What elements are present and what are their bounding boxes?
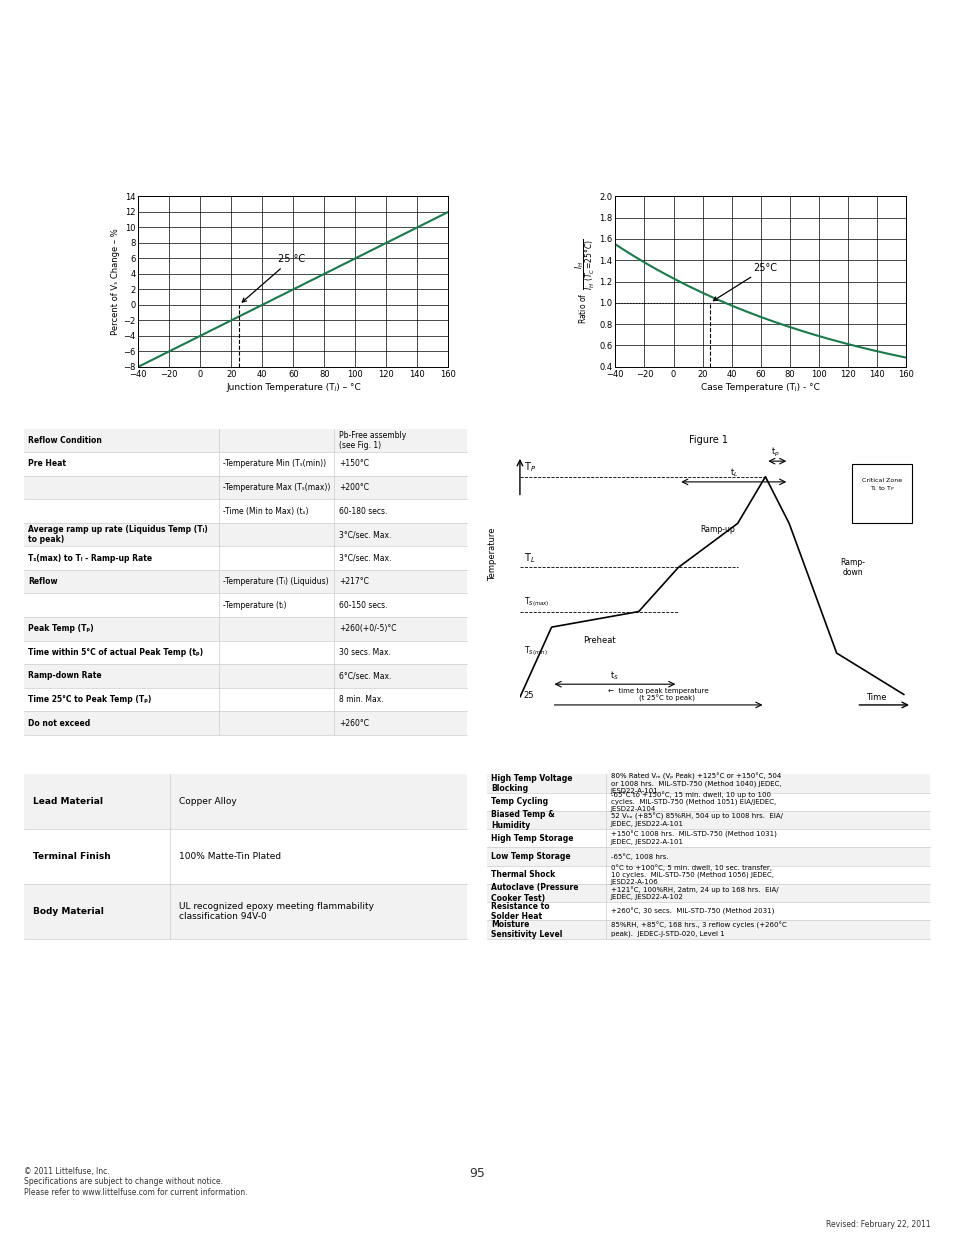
Text: +200°C: +200°C [338, 483, 369, 492]
Bar [486, 902, 929, 920]
Text: T$_P$: T$_P$ [523, 461, 536, 474]
Text: Body Material: Body Material [32, 906, 104, 915]
Text: Peak Temp (Tₚ): Peak Temp (Tₚ) [29, 625, 93, 634]
Text: Figure 1: Figure 1 [688, 435, 727, 445]
Text: 6°C/sec. Max.: 6°C/sec. Max. [338, 672, 391, 680]
Text: 52 Vₕₒ (+85°C) 85%RH, 504 up to 1008 hrs.  EIA/
JEDEC, JESD22-A-101: 52 Vₕₒ (+85°C) 85%RH, 504 up to 1008 hrs… [610, 813, 781, 827]
Bar [24, 569, 467, 594]
Text: Ramp-down Rate: Ramp-down Rate [29, 672, 102, 680]
Text: © 2011 Littelfuse, Inc.
Specifications are subject to change without notice.
Ple: © 2011 Littelfuse, Inc. Specifications a… [24, 1167, 247, 1197]
Text: Reflow: Reflow [29, 577, 58, 587]
Text: Time 25°C to Peak Temp (Tₚ): Time 25°C to Peak Temp (Tₚ) [29, 695, 152, 704]
Text: Temperature: Temperature [487, 527, 497, 582]
Text: Resistance to
Solder Heat: Resistance to Solder Heat [491, 902, 549, 921]
Bar [486, 774, 929, 793]
Bar [486, 847, 929, 866]
Text: 25°C: 25°C [713, 263, 777, 300]
Text: T$_{S(max)}$: T$_{S(max)}$ [523, 595, 549, 609]
Bar [486, 884, 929, 902]
Text: 30 secs. Max.: 30 secs. Max. [338, 648, 391, 657]
X-axis label: Case Temperature (Tⱼ) - °C: Case Temperature (Tⱼ) - °C [700, 383, 820, 391]
Text: Environmental Specifications: Environmental Specifications [491, 753, 673, 763]
Text: 95: 95 [469, 1167, 484, 1181]
Text: 25: 25 [523, 690, 534, 700]
Text: Revised: February 22, 2011: Revised: February 22, 2011 [824, 1220, 929, 1229]
Text: № Littelfuse®: № Littelfuse® [24, 17, 167, 36]
Text: T$_{S(min)}$: T$_{S(min)}$ [523, 645, 547, 658]
Y-axis label: Ratio of  $\dfrac{I_H}{I_H\ (T_C\!=\!25°C)}$: Ratio of $\dfrac{I_H}{I_H\ (T_C\!=\!25°C… [573, 238, 596, 325]
Text: +260(+0/-5)°C: +260(+0/-5)°C [338, 625, 395, 634]
Text: Terminal Finish: Terminal Finish [32, 852, 111, 861]
Bar [24, 429, 467, 452]
Text: T$_L$: T$_L$ [523, 551, 535, 564]
Text: +121°C, 100%RH, 2atm, 24 up to 168 hrs.  EIA/
JEDEC, JESD22-A-102: +121°C, 100%RH, 2atm, 24 up to 168 hrs. … [610, 887, 778, 900]
Text: Ramp-
down: Ramp- down [839, 558, 864, 577]
Text: Soldering Parameters: Soldering Parameters [32, 408, 169, 417]
Text: t$_S$: t$_S$ [610, 669, 618, 682]
Bar [24, 774, 467, 829]
Bar [486, 793, 929, 811]
Bar [24, 594, 467, 618]
Text: Average ramp up rate (Liquidus Temp (Tₗ)
to peak): Average ramp up rate (Liquidus Temp (Tₗ)… [29, 525, 208, 545]
Bar [486, 920, 929, 939]
Bar [486, 866, 929, 884]
Text: Pb-Free assembly
(see Fig. 1): Pb-Free assembly (see Fig. 1) [338, 431, 406, 450]
Bar [486, 811, 929, 829]
Bar [24, 499, 467, 522]
Bar [24, 546, 467, 569]
Text: 0°C to +100°C, 5 min. dwell, 10 sec. transfer,
10 cycles.  MIL-STD-750 (Method 1: 0°C to +100°C, 5 min. dwell, 10 sec. tra… [610, 864, 773, 885]
Bar [24, 452, 467, 475]
Text: +150°C: +150°C [338, 459, 369, 468]
Bar [852, 464, 911, 524]
Text: Physical Specifications: Physical Specifications [29, 753, 172, 763]
Text: -Temperature (tₗ): -Temperature (tₗ) [223, 600, 287, 610]
Text: Lead Material: Lead Material [32, 798, 103, 806]
Text: 3°C/sec. Max.: 3°C/sec. Max. [338, 553, 391, 563]
Text: 100% Matte-Tin Plated: 100% Matte-Tin Plated [179, 852, 281, 861]
Text: Reflow Condition: Reflow Condition [29, 436, 102, 445]
Text: -Temperature Max (Tₛ(max)): -Temperature Max (Tₛ(max)) [223, 483, 331, 492]
Text: Normalized DC Holding Current vs. Case Temperature: Normalized DC Holding Current vs. Case T… [493, 162, 808, 172]
Text: Moisture
Sensitivity Level: Moisture Sensitivity Level [491, 920, 561, 939]
Text: Low Temp Storage: Low Temp Storage [491, 852, 570, 861]
Text: Critical Zone
T$_L$ to T$_P$: Critical Zone T$_L$ to T$_P$ [862, 478, 902, 493]
Text: High Temp Voltage
Blocking: High Temp Voltage Blocking [491, 774, 572, 793]
Bar [24, 475, 467, 499]
Text: ←  time to peak temperature
        (t 25°C to peak): ← time to peak temperature (t 25°C to pe… [608, 688, 708, 703]
Text: -65°C to +150°C, 15 min. dwell, 10 up to 100
cycles.  MIL-STD-750 (Method 1051) : -65°C to +150°C, 15 min. dwell, 10 up to… [610, 792, 775, 813]
Text: +217°C: +217°C [338, 577, 368, 587]
Text: 3°C/sec. Max.: 3°C/sec. Max. [338, 530, 391, 538]
Bar [24, 829, 467, 884]
Text: 25 °C: 25 °C [242, 254, 305, 303]
Bar [24, 711, 467, 735]
Bar [24, 522, 467, 546]
Text: Temp Cycling: Temp Cycling [491, 798, 548, 806]
Y-axis label: Percent of Vₛ Change – %: Percent of Vₛ Change – % [112, 228, 120, 335]
Text: 60-150 secs.: 60-150 secs. [338, 600, 387, 610]
Text: +260°C: +260°C [338, 719, 369, 727]
Bar [24, 641, 467, 664]
Text: 60-180 secs.: 60-180 secs. [338, 506, 387, 515]
Bar [486, 829, 929, 847]
Bar [24, 664, 467, 688]
Text: -Temperature (Tₗ) (Liquidus): -Temperature (Tₗ) (Liquidus) [223, 577, 329, 587]
Text: 8 min. Max.: 8 min. Max. [338, 695, 383, 704]
Text: High Temp Storage: High Temp Storage [491, 834, 573, 842]
Text: Preheat: Preheat [582, 636, 615, 645]
Text: Pre Heat: Pre Heat [29, 459, 66, 468]
Text: Copper Alloy: Copper Alloy [179, 798, 236, 806]
Text: Expertise Applied  |  Answers Delivered: Expertise Applied | Answers Delivered [24, 53, 174, 62]
Bar [24, 618, 467, 641]
Text: -Temperature Min (Tₛ(min)): -Temperature Min (Tₛ(min)) [223, 459, 326, 468]
Text: UL recognized epoxy meeting flammability
classification 94V-0: UL recognized epoxy meeting flammability… [179, 902, 374, 921]
Text: Thermal Shock: Thermal Shock [491, 871, 555, 879]
Text: t$_p$: t$_p$ [770, 446, 779, 458]
Text: Autoclave (Pressure
Cooker Test): Autoclave (Pressure Cooker Test) [491, 883, 578, 903]
Text: SLIC Protection: SLIC Protection [272, 48, 366, 62]
Text: Do not exceed: Do not exceed [29, 719, 91, 727]
Text: -Time (Min to Max) (tₛ): -Time (Min to Max) (tₛ) [223, 506, 309, 515]
Text: t$_L$: t$_L$ [729, 467, 737, 479]
Text: -65°C, 1008 hrs.: -65°C, 1008 hrs. [610, 853, 668, 860]
Text: +150°C 1008 hrs.  MIL-STD-750 (Method 1031)
JEDEC, JESD22-A-101: +150°C 1008 hrs. MIL-STD-750 (Method 103… [610, 831, 776, 845]
Text: 85%RH, +85°C, 168 hrs., 3 reflow cycles (+260°C
peak).  JEDEC-J-STD-020, Level 1: 85%RH, +85°C, 168 hrs., 3 reflow cycles … [610, 923, 785, 937]
